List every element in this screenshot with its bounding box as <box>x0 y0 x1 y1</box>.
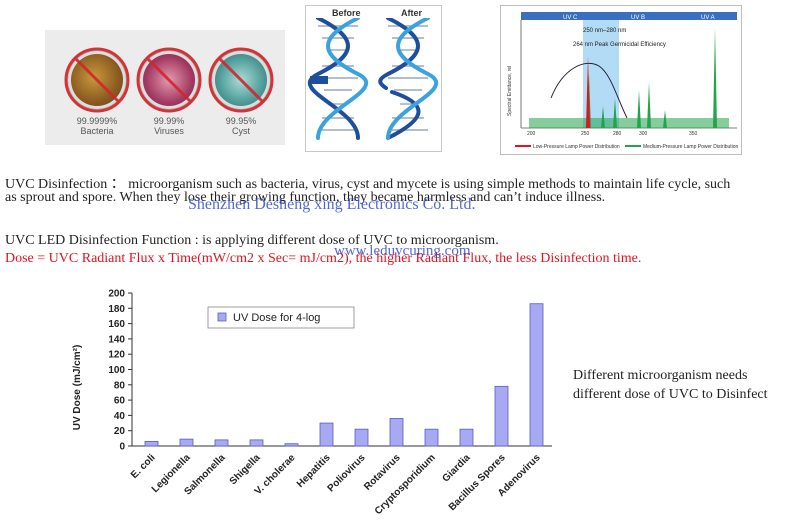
y-tick-label: 140 <box>108 334 125 345</box>
y-tick-label: 180 <box>108 304 125 315</box>
uv-dose-bar-chart: 0 20 40 60 80 100 120 140 160 180 200 E. coliLegio… <box>72 289 552 515</box>
dna-before-label: Before <box>332 8 361 18</box>
bars <box>144 303 544 447</box>
spectrum-graph: UV C UV B UV A 250 nm–280 nm 264 nm Peak… <box>507 12 739 150</box>
y-axis: 0 20 40 60 80 100 120 140 160 180 200 <box>108 289 552 453</box>
y-tick-label: 200 <box>108 289 125 300</box>
svg-text:280: 280 <box>613 131 622 137</box>
y-tick-label: 20 <box>114 426 126 437</box>
dna-helix-icon <box>307 18 439 140</box>
category-label: Cryptosporidium <box>373 452 438 515</box>
peak-label: 264 nm Peak Germicidal Efficiency <box>573 42 666 48</box>
svg-text:300: 300 <box>639 131 648 137</box>
bar-shigella <box>249 439 264 447</box>
dna-before-after-image: Before After <box>305 5 442 152</box>
bar-bacillus-spores <box>494 385 509 447</box>
y-axis-title: UV Dose (mJ/cm²) <box>72 345 83 431</box>
watermark-url: www.leduvcuring.com <box>334 243 471 259</box>
y-tick-label: 160 <box>108 319 125 330</box>
uv-spectrum-image: UV C UV B UV A 250 nm–280 nm 264 nm Peak… <box>500 5 742 155</box>
bar-adenovirus <box>529 303 544 447</box>
description-line-1: UVC Disinfection ： microorganism such as… <box>5 177 731 192</box>
bacteria-label: 99.9999% Bacteria <box>76 116 118 136</box>
bar-rotavirus <box>389 418 404 447</box>
bar-cryptosporidium <box>424 428 439 447</box>
bar-salmonella <box>214 439 229 447</box>
band-uva: UV A <box>701 15 715 21</box>
function-line: UVC LED Disinfection Function : is apply… <box>5 233 499 248</box>
description-line-2: as sprout and spore. When they lose thei… <box>5 190 606 205</box>
y-tick-label: 40 <box>114 411 126 422</box>
range-label: 250 nm–280 nm <box>583 28 626 34</box>
legend: UV Dose for 4-log <box>207 306 355 329</box>
y-tick-label: 60 <box>114 396 126 407</box>
category-label: E. coli <box>129 452 158 481</box>
dna-after-label: After <box>401 8 423 18</box>
side-note: Different microorganism needs different … <box>573 368 768 402</box>
y-tick-label: 0 <box>119 442 125 453</box>
category-label: Poliovirus <box>326 452 368 494</box>
bar-giardia <box>459 428 474 447</box>
legend-box <box>207 306 355 329</box>
viruses-label: 99.99% Viruses <box>153 116 185 136</box>
bar-e-coli <box>144 441 159 447</box>
band-uvb: UV B <box>631 15 645 21</box>
band-uvc: UV C <box>563 15 578 21</box>
legend-low-pressure: Low-Pressure Lamp Power Distribution <box>533 144 620 150</box>
dose-formula-line: Dose = UVC Radiant Flux x Time(mW/cm2 x … <box>5 251 642 266</box>
cyst-label: 99.95% Cyst <box>225 116 257 136</box>
bar-hepatitis <box>319 422 334 447</box>
svg-text:250: 250 <box>581 131 590 137</box>
y-tick-label: 80 <box>114 380 126 391</box>
svg-text:350: 350 <box>689 131 698 137</box>
legend-medium-pressure: Medium-Pressure Lamp Power Distribution <box>643 144 739 150</box>
legend-swatch <box>217 312 227 322</box>
svg-text:200: 200 <box>527 131 536 137</box>
category-label: Giardia <box>440 452 472 484</box>
prohibition-marks <box>64 47 274 113</box>
bar-poliovirus <box>354 428 369 447</box>
y-tick-label: 120 <box>108 350 125 361</box>
spectrum-ylabel: Spectral Emittance, rel <box>507 66 513 116</box>
legend-label: UV Dose for 4-log <box>233 312 320 324</box>
watermark-company: Shenzhen Desheng xing Electronics Co. Lt… <box>188 196 476 213</box>
bar-legionella <box>179 438 194 447</box>
y-tick-label: 100 <box>108 365 125 376</box>
bar-v-cholerae <box>284 443 299 447</box>
microbe-reduction-image: 99.9999% Bacteria 99.99% Viruses 99.95% Cys… <box>45 30 285 145</box>
category-label: Shigella <box>228 452 263 487</box>
